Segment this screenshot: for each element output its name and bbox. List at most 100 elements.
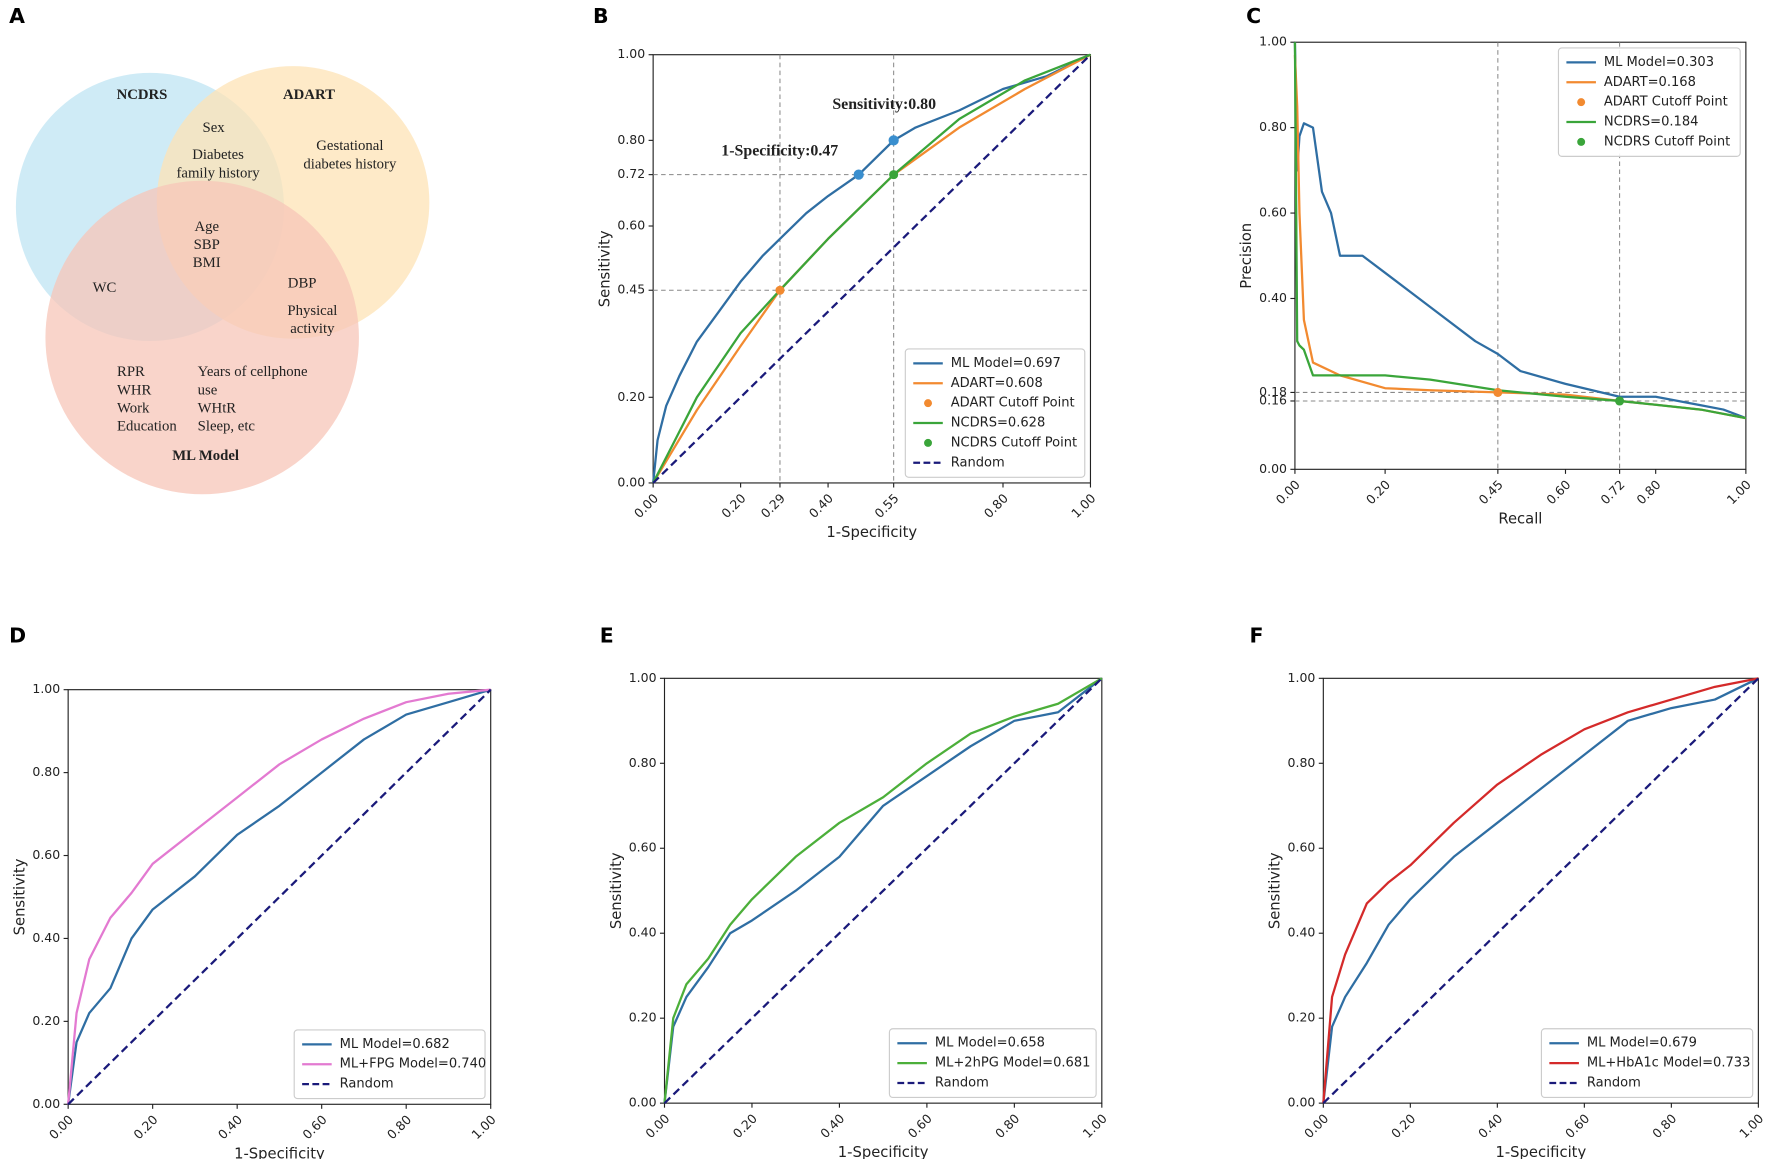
venn-set-label: ADART [283, 87, 335, 103]
venn-region-text: Age [194, 219, 219, 235]
y-tick-label: 0.80 [1288, 755, 1316, 770]
panel-letter: B [593, 4, 609, 28]
legend-label: ML+HbA1c Model=0.733 [1587, 1056, 1751, 1071]
y-axis-label: Sensitivity [11, 858, 28, 935]
x-tick-label: 0.40 [806, 491, 836, 521]
series-line [652, 53, 1091, 484]
x-axis-label: Recall [1498, 510, 1542, 527]
venn-region-text: RPR [117, 364, 145, 380]
y-axis-label: Sensitivity [608, 852, 625, 929]
venn-circle [45, 180, 359, 495]
x-axis-label: 1-Specificity [838, 1144, 929, 1159]
y-tick-label: 0.20 [617, 389, 645, 404]
series-line [663, 677, 1103, 1104]
x-tick-label: 0.80 [384, 1112, 414, 1142]
legend-label: ML+2hPG Model=0.681 [935, 1056, 1091, 1071]
legend-label: Random [935, 1075, 989, 1090]
legend-label: ML Model=0.682 [340, 1037, 450, 1052]
y-tick-label: 0.60 [617, 218, 645, 233]
legend-label: ADART Cutoff Point [951, 396, 1075, 411]
venn-set-label: NCDRS [117, 87, 168, 103]
x-tick-label: 0.00 [46, 1112, 76, 1142]
venn-region-text: Education [117, 419, 177, 435]
x-tick-label: 0.40 [817, 1111, 847, 1141]
legend-box [888, 1028, 1097, 1099]
x-tick-label: 0.20 [730, 1111, 760, 1141]
legend-label: ADART=0.608 [951, 376, 1043, 391]
legend-label: ML+FPG Model=0.740 [340, 1057, 487, 1072]
x-tick-label: 0.60 [905, 1111, 935, 1141]
venn-region-text: Physical [287, 303, 337, 319]
annotation: 1-Specificity:0.47 [721, 143, 838, 160]
x-tick-label: 0.00 [1301, 1111, 1331, 1141]
legend-label: NCDRS Cutoff Point [1604, 134, 1730, 149]
legend-label: NCDRS Cutoff Point [951, 435, 1077, 450]
x-tick-label: 0.29 [758, 491, 788, 521]
legend-label: ML Model=0.679 [1587, 1036, 1697, 1051]
legend-box [904, 348, 1086, 478]
venn-region-text: Diabetes [192, 147, 244, 163]
series-line [1322, 677, 1759, 1104]
legend-box [1540, 1028, 1754, 1099]
panel-letter: A [9, 4, 25, 28]
y-tick-label: 1.00 [617, 46, 645, 61]
y-tick-label: 0.40 [1259, 290, 1287, 305]
y-axis-label: Sensitivity [596, 230, 613, 307]
legend-label: NCDRS=0.184 [1604, 115, 1699, 130]
x-tick-label: 1.00 [1724, 477, 1754, 507]
y-tick-label: 1.00 [1259, 34, 1287, 49]
legend-label: ML Model=0.658 [935, 1036, 1045, 1051]
y-tick-label: 1.00 [1288, 670, 1316, 685]
y-tick-label: 0.00 [1259, 461, 1287, 476]
venn-set-label: ML Model [172, 448, 239, 464]
venn-region-text: Sex [202, 120, 225, 136]
legend-box [1557, 47, 1741, 157]
y-tick-label: 0.20 [1288, 1010, 1316, 1025]
y-tick-label: 0.60 [1259, 205, 1287, 220]
x-tick-label: 0.00 [642, 1111, 672, 1141]
x-tick-label: 0.80 [1649, 1111, 1679, 1141]
y-tick-label: 0.40 [32, 930, 60, 945]
cutoff-point [889, 170, 899, 180]
x-tick-label: 0.20 [130, 1112, 160, 1142]
legend-label: NCDRS=0.628 [951, 416, 1046, 431]
series-line [1322, 677, 1759, 1104]
x-tick-label: 1.00 [468, 1112, 498, 1142]
x-tick-label: 0.20 [1363, 477, 1393, 507]
x-axis-label: 1-Specificity [234, 1145, 325, 1159]
x-tick-label: 0.00 [1273, 477, 1303, 507]
y-tick-label: 0.60 [32, 847, 60, 862]
y-tick-label: 1.00 [629, 670, 657, 685]
y-tick-label: 0.00 [617, 474, 645, 489]
y-tick-label: 0.60 [629, 840, 657, 855]
series-line [652, 53, 1091, 484]
x-tick-label: 1.00 [1068, 491, 1098, 521]
cutoff-point [775, 285, 785, 295]
y-tick-label: 0.40 [1288, 925, 1316, 940]
legend-label: ML Model=0.697 [951, 356, 1061, 371]
legend-label: Random [951, 455, 1005, 470]
y-tick-label: 0.20 [629, 1010, 657, 1025]
venn-region-text: diabetes history [303, 156, 397, 172]
y-tick-label: 0.80 [1259, 119, 1287, 134]
y-tick-label: 0.80 [32, 764, 60, 779]
y-tick-label: 0.16 [1259, 392, 1287, 407]
legend-marker [1577, 137, 1586, 146]
series-line [652, 53, 1092, 484]
venn-region-text: WC [93, 280, 117, 296]
venn-region-text: Years of cellphone [198, 364, 308, 380]
annotation-point [853, 169, 864, 180]
panel-letter: C [1246, 4, 1261, 28]
series-line [1322, 677, 1760, 1104]
x-tick-label: 0.20 [1388, 1111, 1418, 1141]
y-tick-label: 0.00 [629, 1095, 657, 1110]
cutoff-point [1615, 396, 1625, 406]
y-tick-label: 0.18 [1259, 384, 1287, 399]
y-axis-label: Precision [1238, 223, 1255, 289]
legend-label: Random [340, 1077, 394, 1092]
venn-region-text: SBP [194, 237, 220, 253]
x-tick-label: 0.00 [631, 491, 661, 521]
panel-letter: F [1249, 623, 1263, 647]
annotation: Sensitivity:0.80 [832, 96, 936, 113]
